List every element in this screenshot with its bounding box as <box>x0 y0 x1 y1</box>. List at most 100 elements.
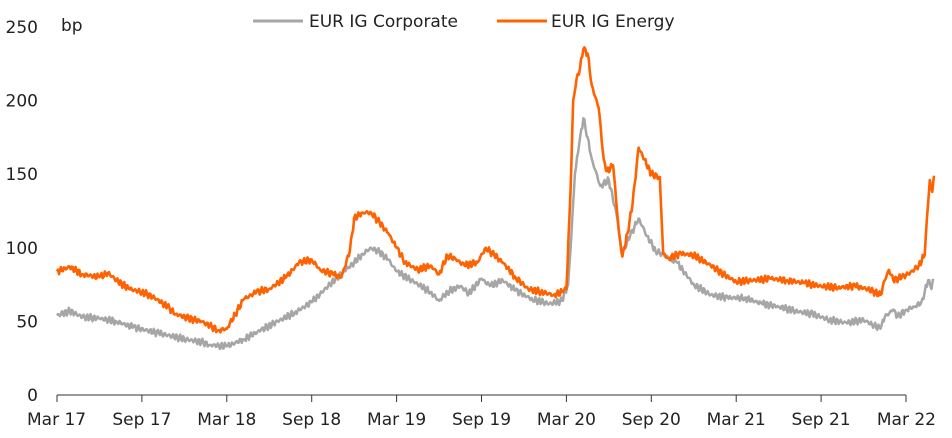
data-point <box>430 265 432 267</box>
data-point <box>184 338 186 340</box>
data-point <box>752 279 754 281</box>
data-point <box>311 259 313 261</box>
data-point <box>515 290 517 292</box>
data-point <box>298 262 300 264</box>
legend-label-corporate: EUR IG Corporate <box>309 12 458 32</box>
data-point <box>532 299 534 301</box>
data-point <box>464 265 466 267</box>
data-point <box>226 346 228 348</box>
data-point <box>871 324 873 326</box>
data-point <box>353 218 355 220</box>
data-point <box>438 274 440 276</box>
data-point <box>591 159 593 161</box>
data-point <box>269 288 271 290</box>
data-point <box>693 254 695 256</box>
data-point <box>893 309 895 311</box>
data-point <box>188 318 190 320</box>
data-point <box>676 262 678 264</box>
data-point <box>387 259 389 261</box>
data-point <box>260 329 262 331</box>
data-point <box>319 269 321 271</box>
data-point <box>553 294 555 296</box>
data-point <box>644 159 646 161</box>
data-point <box>396 271 398 273</box>
data-point <box>341 276 343 278</box>
data-point <box>69 266 71 268</box>
data-point <box>618 232 620 234</box>
data-point <box>646 235 648 237</box>
data-point <box>612 165 614 167</box>
data-point <box>854 285 856 287</box>
data-point <box>107 272 109 274</box>
data-point <box>638 147 640 149</box>
data-point <box>82 274 84 276</box>
data-point <box>570 188 572 190</box>
data-point <box>413 281 415 283</box>
data-point <box>379 222 381 224</box>
data-point <box>455 259 457 261</box>
data-point <box>128 288 130 290</box>
data-point <box>566 288 568 290</box>
data-point <box>627 232 629 234</box>
data-point <box>603 159 605 161</box>
data-point <box>477 262 479 264</box>
y-tick-label: 250 <box>6 18 38 38</box>
series-layer <box>55 46 936 351</box>
data-point <box>933 175 935 177</box>
x-tick-label: Mar 20 <box>537 410 596 430</box>
y-axis-ticks: 0 50 100 150 200 250 <box>6 18 38 406</box>
data-point <box>294 312 296 314</box>
data-point <box>116 279 118 281</box>
y-tick-label: 100 <box>6 239 38 259</box>
data-point <box>769 278 771 280</box>
data-point <box>901 276 903 278</box>
data-point <box>576 78 578 80</box>
data-point <box>417 269 419 271</box>
data-point <box>579 67 581 69</box>
data-point <box>243 299 245 301</box>
data-point <box>549 303 551 305</box>
data-point <box>99 276 101 278</box>
chart-legend: EUR IG Corporate EUR IG Energy <box>253 12 675 32</box>
data-point <box>778 306 780 308</box>
data-point <box>379 251 381 253</box>
data-point <box>572 100 574 102</box>
data-point <box>598 107 600 109</box>
data-point <box>909 272 911 274</box>
data-point <box>285 276 287 278</box>
y-tick-label: 50 <box>16 312 38 332</box>
x-tick-label: Sep 20 <box>622 410 681 430</box>
data-point <box>226 328 228 330</box>
data-point <box>396 247 398 249</box>
data-point <box>888 269 890 271</box>
data-point <box>651 173 653 175</box>
data-point <box>209 344 211 346</box>
data-point <box>884 279 886 281</box>
data-point <box>370 212 372 214</box>
x-axis-ticks: Mar 17 Sep 17 Mar 18 Sep 18 Mar 19 Sep 19 Mar … <box>27 395 936 430</box>
data-point <box>668 257 670 259</box>
data-point <box>693 284 695 286</box>
data-point <box>710 265 712 267</box>
data-point <box>880 328 882 330</box>
data-point <box>884 316 886 318</box>
data-point <box>489 285 491 287</box>
data-point <box>924 254 926 256</box>
data-point <box>311 302 313 304</box>
data-point <box>362 212 364 214</box>
data-point <box>921 302 923 304</box>
data-point <box>493 254 495 256</box>
data-point <box>387 232 389 234</box>
data-point <box>608 179 610 181</box>
data-point <box>880 294 882 296</box>
y-tick-label: 200 <box>6 92 38 112</box>
x-tick-label: Mar 17 <box>27 410 86 430</box>
data-point <box>812 313 814 315</box>
data-point <box>837 287 839 289</box>
data-point <box>574 173 576 175</box>
series-eur-ig-corporate <box>55 117 935 351</box>
data-point <box>353 262 355 264</box>
data-point <box>795 310 797 312</box>
data-point <box>932 191 934 193</box>
